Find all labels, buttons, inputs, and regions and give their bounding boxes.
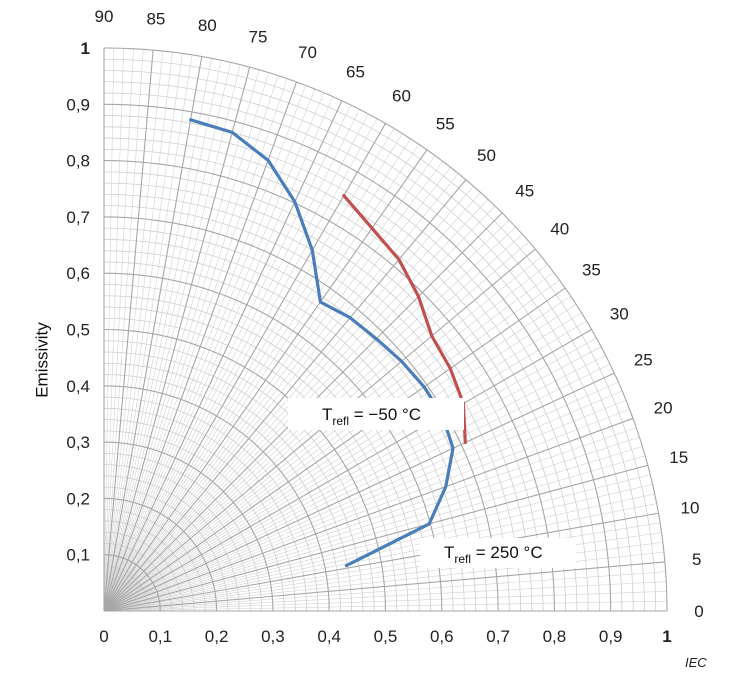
major-ray xyxy=(103,372,615,612)
y-tick-label: 0,1 xyxy=(66,546,90,565)
x-tick-label: 0,9 xyxy=(599,627,623,646)
x-tick-label: 1 xyxy=(662,627,671,646)
y-tick-label: 0,8 xyxy=(66,152,90,171)
y-tick-label: 0,7 xyxy=(66,208,90,227)
annotation-cold-main: T xyxy=(322,405,332,424)
angle-tick-label: 90 xyxy=(95,7,114,26)
major-ray xyxy=(103,512,659,612)
major-ray xyxy=(103,149,428,612)
angle-tick-label: 60 xyxy=(392,87,411,106)
angle-tick-label: 30 xyxy=(610,305,629,324)
annotation-hot: Trefl = 250 °C xyxy=(420,538,576,568)
svg-text:Trefl = −50 °C: Trefl = −50 °C xyxy=(322,405,421,428)
angle-tick-label: 55 xyxy=(436,115,455,134)
annotation-cold-background xyxy=(288,398,464,430)
y-tick-label: 0,4 xyxy=(66,377,90,396)
angle-tick-label: 0 xyxy=(694,602,703,621)
x-tick-label: 0,4 xyxy=(317,627,341,646)
series-line-1 xyxy=(342,194,467,445)
angle-tick-label: 15 xyxy=(669,448,688,467)
y-tick-label: 0,9 xyxy=(66,95,90,114)
angle-tick-label: 85 xyxy=(146,9,165,28)
major-ray xyxy=(103,81,298,612)
angle-tick-label: 50 xyxy=(477,146,496,165)
annotation-cold: Trefl = −50 °C xyxy=(288,398,464,430)
angle-tick-label: 35 xyxy=(582,261,601,280)
series-line-0 xyxy=(189,118,455,568)
annotation-hot-main: T xyxy=(444,543,454,562)
y-tick-label: 0,2 xyxy=(66,489,90,508)
major-ray xyxy=(103,179,467,612)
y-tick-label: 0,6 xyxy=(66,264,90,283)
angle-tick-label: 70 xyxy=(298,43,317,62)
major-ray xyxy=(103,287,566,612)
angle-tick-label: 75 xyxy=(249,27,268,46)
annotation-cold-rest: = −50 °C xyxy=(349,405,421,424)
y-axis-label: Emissivity xyxy=(32,322,51,398)
x-tick-label: 0,8 xyxy=(543,627,567,646)
annotation-cold-sub: refl xyxy=(332,414,349,428)
x-tick-label: 0,1 xyxy=(148,627,172,646)
iec-mark: IEC xyxy=(685,655,707,670)
x-tick-label: 0,5 xyxy=(374,627,398,646)
x-tick-label: 0,6 xyxy=(430,627,454,646)
y-tick-label: 0,5 xyxy=(66,321,90,340)
angle-tick-label: 40 xyxy=(550,220,569,239)
angle-tick-label: 45 xyxy=(515,181,534,200)
svg-text:Trefl = 250 °C: Trefl = 250 °C xyxy=(444,543,543,566)
angle-tick-label: 5 xyxy=(692,550,701,569)
annotation-hot-rest: = 250 °C xyxy=(471,543,543,562)
major-ray xyxy=(103,56,203,612)
angle-tick-label: 10 xyxy=(681,499,700,518)
tick-labels: 0 0,1 0,1 0,2 0,2 0,3 0,3 0,4 0,4 0,5 0,5 0,6 0,6 0,7… xyxy=(66,7,703,646)
major-ray xyxy=(103,50,154,612)
major-ray xyxy=(103,123,386,612)
major-ray xyxy=(103,417,634,612)
x-tick-label: 0,2 xyxy=(205,627,229,646)
x-tick-label: 0,7 xyxy=(486,627,510,646)
major-ray xyxy=(103,561,665,612)
major-ray xyxy=(103,464,648,612)
y-tick-label: 0,3 xyxy=(66,433,90,452)
major-ray xyxy=(103,248,536,612)
y-tick-label: 1 xyxy=(81,39,90,58)
angle-tick-label: 80 xyxy=(198,16,217,35)
series-layer xyxy=(189,118,467,568)
annotation-hot-sub: refl xyxy=(454,552,471,566)
major-ray xyxy=(103,100,343,612)
angle-tick-label: 20 xyxy=(654,399,673,418)
major-grid xyxy=(103,47,668,612)
major-ray xyxy=(103,67,251,612)
angle-tick-label: 65 xyxy=(346,63,365,82)
angle-tick-label: 25 xyxy=(634,351,653,370)
x-tick-label: 0,3 xyxy=(261,627,285,646)
x-tick-label: 0 xyxy=(99,627,108,646)
major-ray xyxy=(103,329,592,612)
annotation-hot-background xyxy=(420,538,576,568)
